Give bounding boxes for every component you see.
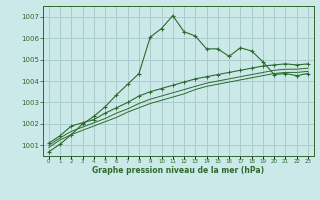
X-axis label: Graphe pression niveau de la mer (hPa): Graphe pression niveau de la mer (hPa) (92, 166, 264, 175)
